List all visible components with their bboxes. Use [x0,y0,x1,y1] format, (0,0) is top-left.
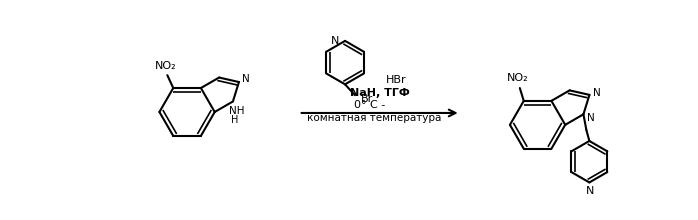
Text: N: N [586,186,595,196]
Text: H: H [231,115,239,125]
Text: N: N [242,74,250,84]
Text: N: N [588,113,595,123]
Text: HBr: HBr [386,75,407,85]
Text: NaH, ТГФ: NaH, ТГФ [350,88,410,98]
Text: NH: NH [229,106,244,116]
Text: N: N [593,88,601,98]
Text: NO₂: NO₂ [507,73,528,83]
Text: N: N [331,36,339,46]
Text: комнатная температура: комнатная температура [308,113,442,123]
Text: Br: Br [361,94,373,104]
Text: 0° C -: 0° C - [354,100,385,110]
Text: NO₂: NO₂ [154,61,176,71]
